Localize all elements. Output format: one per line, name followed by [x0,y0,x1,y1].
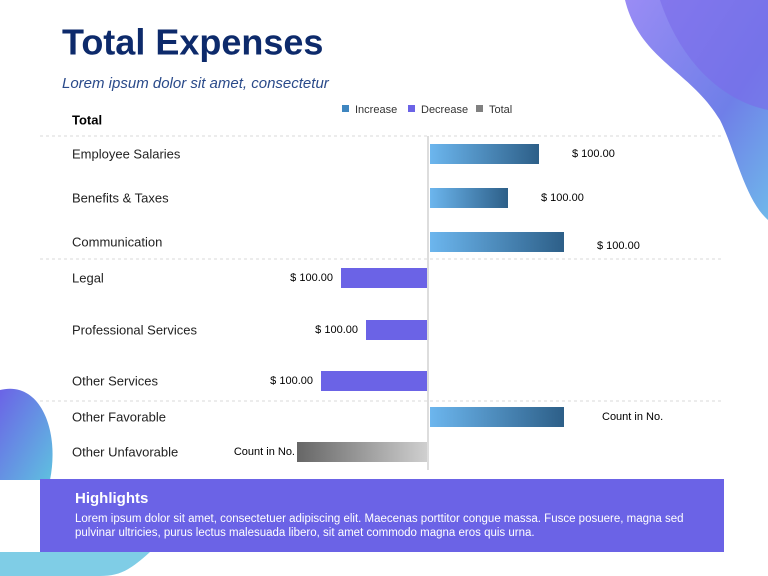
bar [430,232,564,252]
bar [297,442,427,462]
bar [430,188,508,208]
category-label: Communication [72,234,162,249]
decor-blob [0,388,53,480]
category-label: Professional Services [72,322,197,337]
bar-annotation: $ 100.00 [270,375,313,387]
legend-label: Decrease [421,104,468,116]
category-label: Employee Salaries [72,146,181,161]
legend-label: Total [489,104,512,116]
bar-annotation: $ 100.00 [541,192,584,204]
subtitle: Lorem ipsum dolor sit amet, consectetur [62,75,330,92]
bar [341,268,427,288]
bar-annotation: Count in No. [234,446,295,458]
legend-label: Increase [355,104,397,116]
highlights-text: Lorem ipsum dolor sit amet, consectetuer… [75,513,684,539]
legend-swatch [342,105,349,112]
title: Total Expenses [62,22,323,63]
legend-swatch [476,105,483,112]
bar-annotation: Count in No. [602,411,663,423]
bar-annotation: $ 100.00 [597,240,640,252]
decor-blob [660,0,768,110]
group-label: Total [72,112,102,127]
bar-annotation: $ 100.00 [315,324,358,336]
category-label: Other Services [72,373,158,388]
category-label: Benefits & Taxes [72,190,169,205]
category-label: Legal [72,270,104,285]
category-label: Other Favorable [72,409,166,424]
category-label: Other Unfavorable [72,444,178,459]
bar [321,371,427,391]
highlights-title: Highlights [75,490,148,507]
bar-annotation: $ 100.00 [290,272,333,284]
legend-swatch [408,105,415,112]
highlights-box [40,479,724,552]
decor-blob [0,552,150,576]
bar-annotation: $ 100.00 [572,148,615,160]
bar [366,320,427,340]
bar [430,407,564,427]
bar [430,144,539,164]
